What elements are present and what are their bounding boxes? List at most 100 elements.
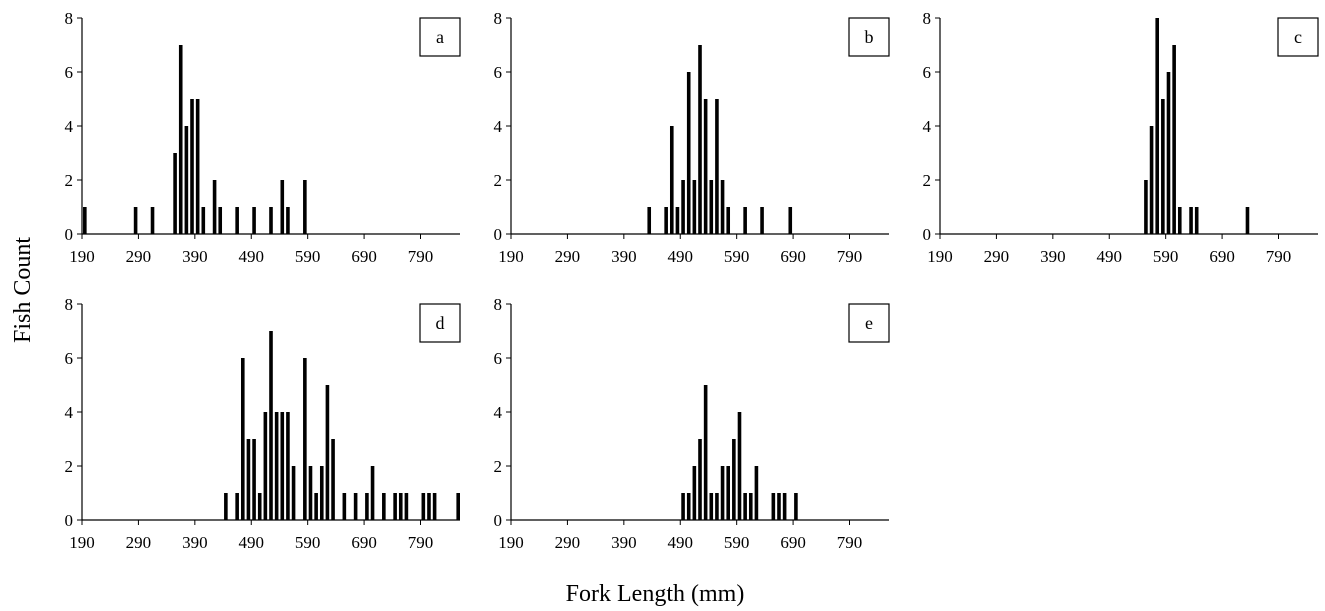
bar xyxy=(258,493,262,520)
x-tick-label: 390 xyxy=(611,247,637,266)
x-tick-label: 690 xyxy=(351,533,377,552)
panel-label: a xyxy=(436,27,444,47)
bar xyxy=(760,207,764,234)
x-tick-label: 790 xyxy=(408,533,434,552)
y-tick-label: 6 xyxy=(65,63,74,82)
x-tick-label: 490 xyxy=(239,533,265,552)
x-tick-label: 790 xyxy=(408,247,434,266)
x-tick-label: 790 xyxy=(837,533,863,552)
x-tick-label: 190 xyxy=(498,247,524,266)
bar xyxy=(772,493,776,520)
bar xyxy=(264,412,268,520)
x-tick-label: 290 xyxy=(555,533,581,552)
bar xyxy=(1167,72,1171,234)
bar xyxy=(320,466,324,520)
x-tick-label: 490 xyxy=(239,247,265,266)
bar xyxy=(681,180,685,234)
bar xyxy=(382,493,386,520)
y-tick-label: 8 xyxy=(65,295,74,314)
x-tick-label: 190 xyxy=(69,247,95,266)
bar xyxy=(743,207,747,234)
bar xyxy=(794,493,798,520)
y-tick-label: 8 xyxy=(494,295,503,314)
bar xyxy=(755,466,759,520)
x-tick-label: 690 xyxy=(1209,247,1235,266)
bar xyxy=(224,493,228,520)
y-tick-label: 4 xyxy=(494,117,503,136)
x-tick-label: 190 xyxy=(927,247,953,266)
bar xyxy=(280,180,284,234)
panel-e: 0 2 4 6 8 190 290 390 490 590 690 790 e xyxy=(494,295,890,552)
panel-a: 0 2 4 6 8 190 290 390 490 590 690 790 a xyxy=(65,9,461,266)
bar xyxy=(647,207,651,234)
x-tick-label: 390 xyxy=(182,247,208,266)
bar xyxy=(326,385,330,520)
bar xyxy=(1155,18,1159,234)
bar xyxy=(213,180,217,234)
bar xyxy=(777,493,781,520)
y-tick-label: 0 xyxy=(65,225,74,244)
y-tick-label: 6 xyxy=(494,63,503,82)
panel-label: c xyxy=(1294,27,1302,47)
bar xyxy=(721,466,725,520)
bar xyxy=(286,207,290,234)
panel-d: 02468190 290 390 490 590 690 790d xyxy=(65,295,461,552)
panel-b: 0 2 4 6 8 190 290 390 490 590 690 790 b xyxy=(494,9,890,266)
bar xyxy=(179,45,183,234)
x-tick-label: 690 xyxy=(351,247,377,266)
y-tick-label: 6 xyxy=(65,349,74,368)
bar xyxy=(698,439,702,520)
bar xyxy=(303,358,307,520)
bar xyxy=(252,439,256,520)
bar xyxy=(303,180,307,234)
y-tick-label: 6 xyxy=(494,349,503,368)
x-tick-label: 190 xyxy=(498,533,524,552)
bar xyxy=(1178,207,1182,234)
panel-label: e xyxy=(865,313,873,333)
bar xyxy=(749,493,753,520)
y-tick-label: 0 xyxy=(65,511,74,530)
bar xyxy=(726,207,730,234)
bar xyxy=(173,153,177,234)
panel-label: b xyxy=(865,27,874,47)
bar xyxy=(1189,207,1193,234)
bar xyxy=(738,412,742,520)
y-tick-label: 2 xyxy=(923,171,932,190)
y-tick-label: 0 xyxy=(494,225,503,244)
bar xyxy=(218,207,222,234)
bar xyxy=(698,45,702,234)
bar xyxy=(241,358,245,520)
bar xyxy=(1246,207,1250,234)
bar xyxy=(196,99,200,234)
bar xyxy=(721,180,725,234)
y-axis-title: Fish Count xyxy=(10,237,36,343)
bar xyxy=(286,412,290,520)
bar xyxy=(354,493,358,520)
y-tick-label: 0 xyxy=(923,225,932,244)
bar xyxy=(1150,126,1154,234)
x-tick-label: 690 xyxy=(780,533,806,552)
bar xyxy=(1161,99,1165,234)
bar xyxy=(687,493,691,520)
bar xyxy=(309,466,313,520)
y-tick-label: 8 xyxy=(494,9,503,28)
y-tick-label: 2 xyxy=(65,457,74,476)
bar xyxy=(269,331,273,520)
y-tick-label: 8 xyxy=(923,9,932,28)
bar xyxy=(715,493,719,520)
bar xyxy=(687,72,691,234)
bar xyxy=(371,466,375,520)
bar xyxy=(190,99,194,234)
bar xyxy=(693,180,697,234)
x-tick-label: 390 xyxy=(611,533,637,552)
bar xyxy=(726,466,730,520)
bar xyxy=(365,493,369,520)
x-tick-label: 590 xyxy=(724,247,750,266)
bar xyxy=(247,439,251,520)
x-tick-label: 590 xyxy=(295,533,321,552)
bar xyxy=(134,207,138,234)
x-tick-label: 290 xyxy=(126,533,152,552)
x-axis-title: Fork Length (mm) xyxy=(566,581,745,607)
y-tick-label: 8 xyxy=(65,9,74,28)
bar xyxy=(252,207,256,234)
